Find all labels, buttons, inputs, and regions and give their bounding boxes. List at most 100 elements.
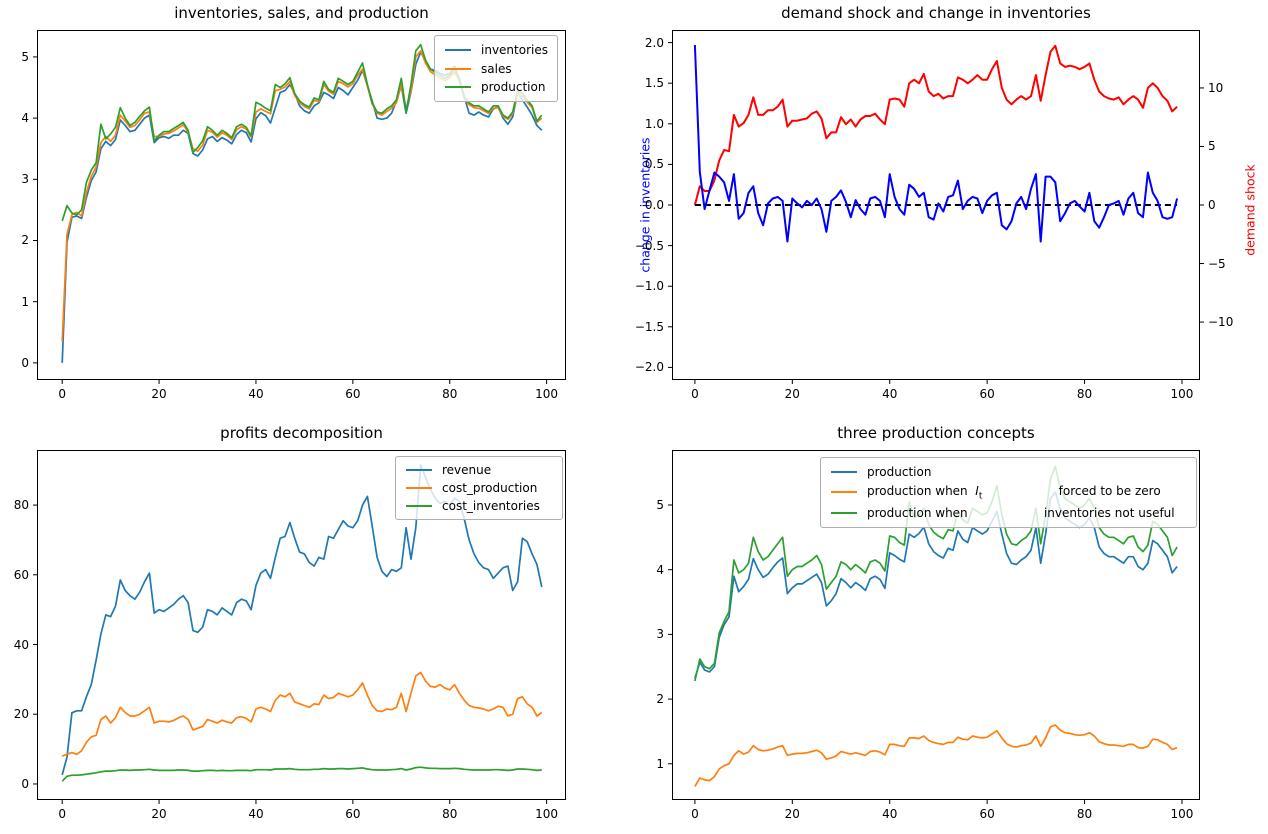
chart-title: three production concepts — [837, 424, 1035, 442]
x-tick-label: 100 — [535, 387, 559, 401]
x-tick-label: 100 — [1170, 807, 1194, 821]
right-y-tick-label: 10 — [1208, 80, 1224, 95]
subplot-three-production-concepts: three production concepts 0 20 40 60 80 100 1 2… — [656, 424, 1200, 821]
x-tick-label: 0 — [58, 387, 66, 401]
y-tick-label: 4 — [656, 562, 664, 577]
x-tick-label: 100 — [1170, 387, 1194, 401]
legend-swatch — [445, 67, 471, 70]
legend-label: sales — [481, 61, 512, 76]
x-tick-label: 20 — [784, 387, 800, 401]
legend-item: production — [445, 80, 549, 94]
y-tick-label: −2.0 — [634, 360, 664, 375]
x-tick-label: 40 — [882, 387, 898, 401]
x-tick-label: 100 — [535, 807, 559, 821]
y-tick-label: 3 — [21, 172, 29, 187]
legend-label: revenue — [442, 463, 492, 477]
legend-item: production — [831, 465, 1188, 479]
y-tick-label: 2 — [21, 233, 29, 248]
chart-title: demand shock and change in inventories — [781, 4, 1091, 22]
y-tick-label: 0 — [21, 776, 29, 791]
subplot-demand-shock-change-inventories: demand shock and change in inventories c… — [635, 4, 1258, 401]
y-tick-label: 20 — [13, 707, 29, 722]
y-tick-label: 40 — [13, 637, 29, 652]
legend-swatch — [406, 505, 432, 507]
x-tick-label: 20 — [151, 387, 167, 401]
legend-item: cost_production — [406, 481, 554, 495]
y-tick-label: 5 — [21, 49, 29, 64]
legend-label: production — [867, 464, 932, 479]
right-y-tick-label: 5 — [1208, 139, 1216, 154]
x-tick-label: 0 — [691, 807, 699, 821]
right-y-tick-label: 0 — [1208, 198, 1216, 212]
x-tick-label: 80 — [442, 807, 458, 821]
legend-label: production when inventories not useful — [867, 506, 1175, 521]
legend-swatch — [831, 491, 857, 494]
legend-item: production when inventories not useful — [831, 506, 1188, 520]
x-tick-label: 40 — [248, 387, 264, 401]
legend-label: inventories — [481, 42, 548, 57]
x-tick-label: 80 — [1076, 807, 1093, 821]
legend: revenue cost_production cost_inventories — [395, 456, 563, 520]
y-tick-label: 0 — [21, 355, 29, 370]
legend-label: cost_production — [442, 481, 538, 495]
y-tick-label: 1 — [656, 756, 664, 771]
legend-item: sales — [445, 62, 549, 76]
chart-title: profits decomposition — [220, 424, 383, 442]
legend-swatch — [406, 487, 432, 489]
y-tick-label: 3 — [656, 627, 664, 642]
subplot-inventories-sales-production: inventories, sales, and production 0 20 40… — [21, 4, 566, 401]
y-tick-label: −0.5 — [634, 238, 664, 253]
series-line-cost-inventories — [61, 766, 542, 782]
y-tick-label: 1.5 — [644, 76, 664, 91]
x-tick-label: 20 — [151, 807, 167, 821]
series-line-production-when-it-forced-to-be-zero — [694, 724, 1178, 787]
x-tick-label: 0 — [691, 387, 699, 401]
x-tick-label: 80 — [442, 387, 458, 401]
right-y-tick-label: −5 — [1208, 256, 1226, 271]
x-tick-label: 20 — [784, 807, 800, 821]
legend: production production when It forced to b… — [820, 457, 1197, 528]
y-tick-label: 2.0 — [644, 35, 664, 50]
right-y-tick-label: −10 — [1208, 315, 1234, 330]
series-line-change-in-inventories — [693, 44, 1179, 243]
x-tick-label: 60 — [979, 387, 995, 401]
x-tick-label: 80 — [1076, 387, 1093, 401]
legend-item: production when It forced to be zero — [831, 484, 1188, 501]
x-tick-label: 60 — [979, 807, 995, 821]
y-tick-label: 1.0 — [644, 116, 664, 131]
legend-label: production when It forced to be zero — [867, 483, 1161, 502]
legend-label: cost_inventories — [442, 499, 540, 513]
legend-swatch — [831, 512, 857, 515]
y-tick-label: 2 — [656, 692, 664, 707]
legend-item: inventories — [445, 43, 549, 57]
legend-swatch — [406, 469, 432, 471]
y-tick-label: 80 — [13, 498, 29, 513]
y-tick-label: 0.0 — [644, 198, 664, 212]
y-tick-label: 0.5 — [644, 157, 664, 172]
legend-swatch — [831, 470, 857, 473]
x-tick-label: 0 — [58, 807, 66, 821]
y-tick-label: 60 — [13, 567, 29, 582]
series-line-cost-production — [61, 671, 543, 757]
plot-area — [668, 42, 1204, 384]
legend-label: production — [481, 80, 546, 95]
x-tick-label: 60 — [345, 807, 361, 821]
chart-title: inventories, sales, and production — [174, 4, 429, 22]
y-tick-label: 1 — [21, 294, 29, 309]
legend-item: revenue — [406, 463, 554, 477]
legend: inventories sales production — [434, 35, 558, 102]
legend-swatch — [445, 86, 471, 89]
subplot-profits-decomposition: profits decomposition 0 20 40 60 80 100 0 20 40 6… — [14, 424, 566, 821]
y-tick-label: −1.0 — [634, 279, 664, 294]
legend-item: cost_inventories — [406, 499, 554, 513]
x-tick-label: 40 — [882, 807, 898, 821]
x-tick-label: 60 — [345, 387, 361, 401]
x-tick-label: 40 — [248, 807, 264, 821]
y-tick-label: 4 — [21, 111, 29, 126]
series-line-production — [694, 491, 1178, 679]
y-tick-label: 5 — [656, 497, 664, 512]
legend-swatch — [445, 48, 471, 51]
y-tick-label: −1.5 — [634, 319, 664, 334]
series-line-demand-shock — [693, 44, 1178, 206]
